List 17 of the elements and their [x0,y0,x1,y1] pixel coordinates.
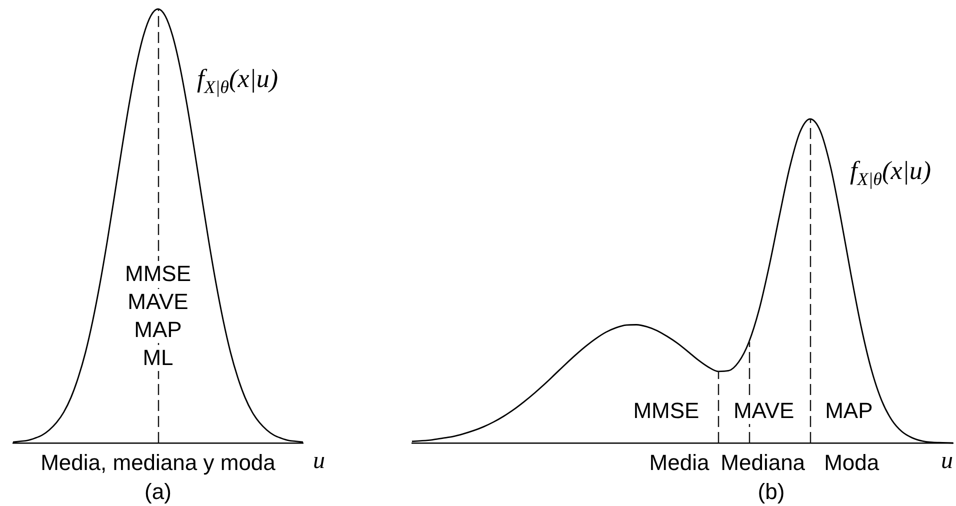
x-axis-title: u [313,447,325,476]
annotation: MAVE [732,398,796,424]
x-axis-title: u [941,447,953,476]
annotation: MAP [133,317,183,344]
text: (b) [758,479,785,505]
annotation: MAP [824,398,874,424]
annotation: ML [142,344,174,371]
text: Moda [824,450,880,476]
text: (a) [144,479,172,505]
annotation: MAVE [126,288,190,315]
annotation: MMSE [632,398,700,424]
text: Media [649,450,710,476]
series-label: f$_{X|θ}$(x|u) [197,64,278,98]
text: Media, mediana y moda [40,450,276,476]
annotation: MMSE [124,261,192,288]
series-label: f$_{X|θ}$(x|u) [850,156,932,190]
text: Mediana [720,450,806,476]
